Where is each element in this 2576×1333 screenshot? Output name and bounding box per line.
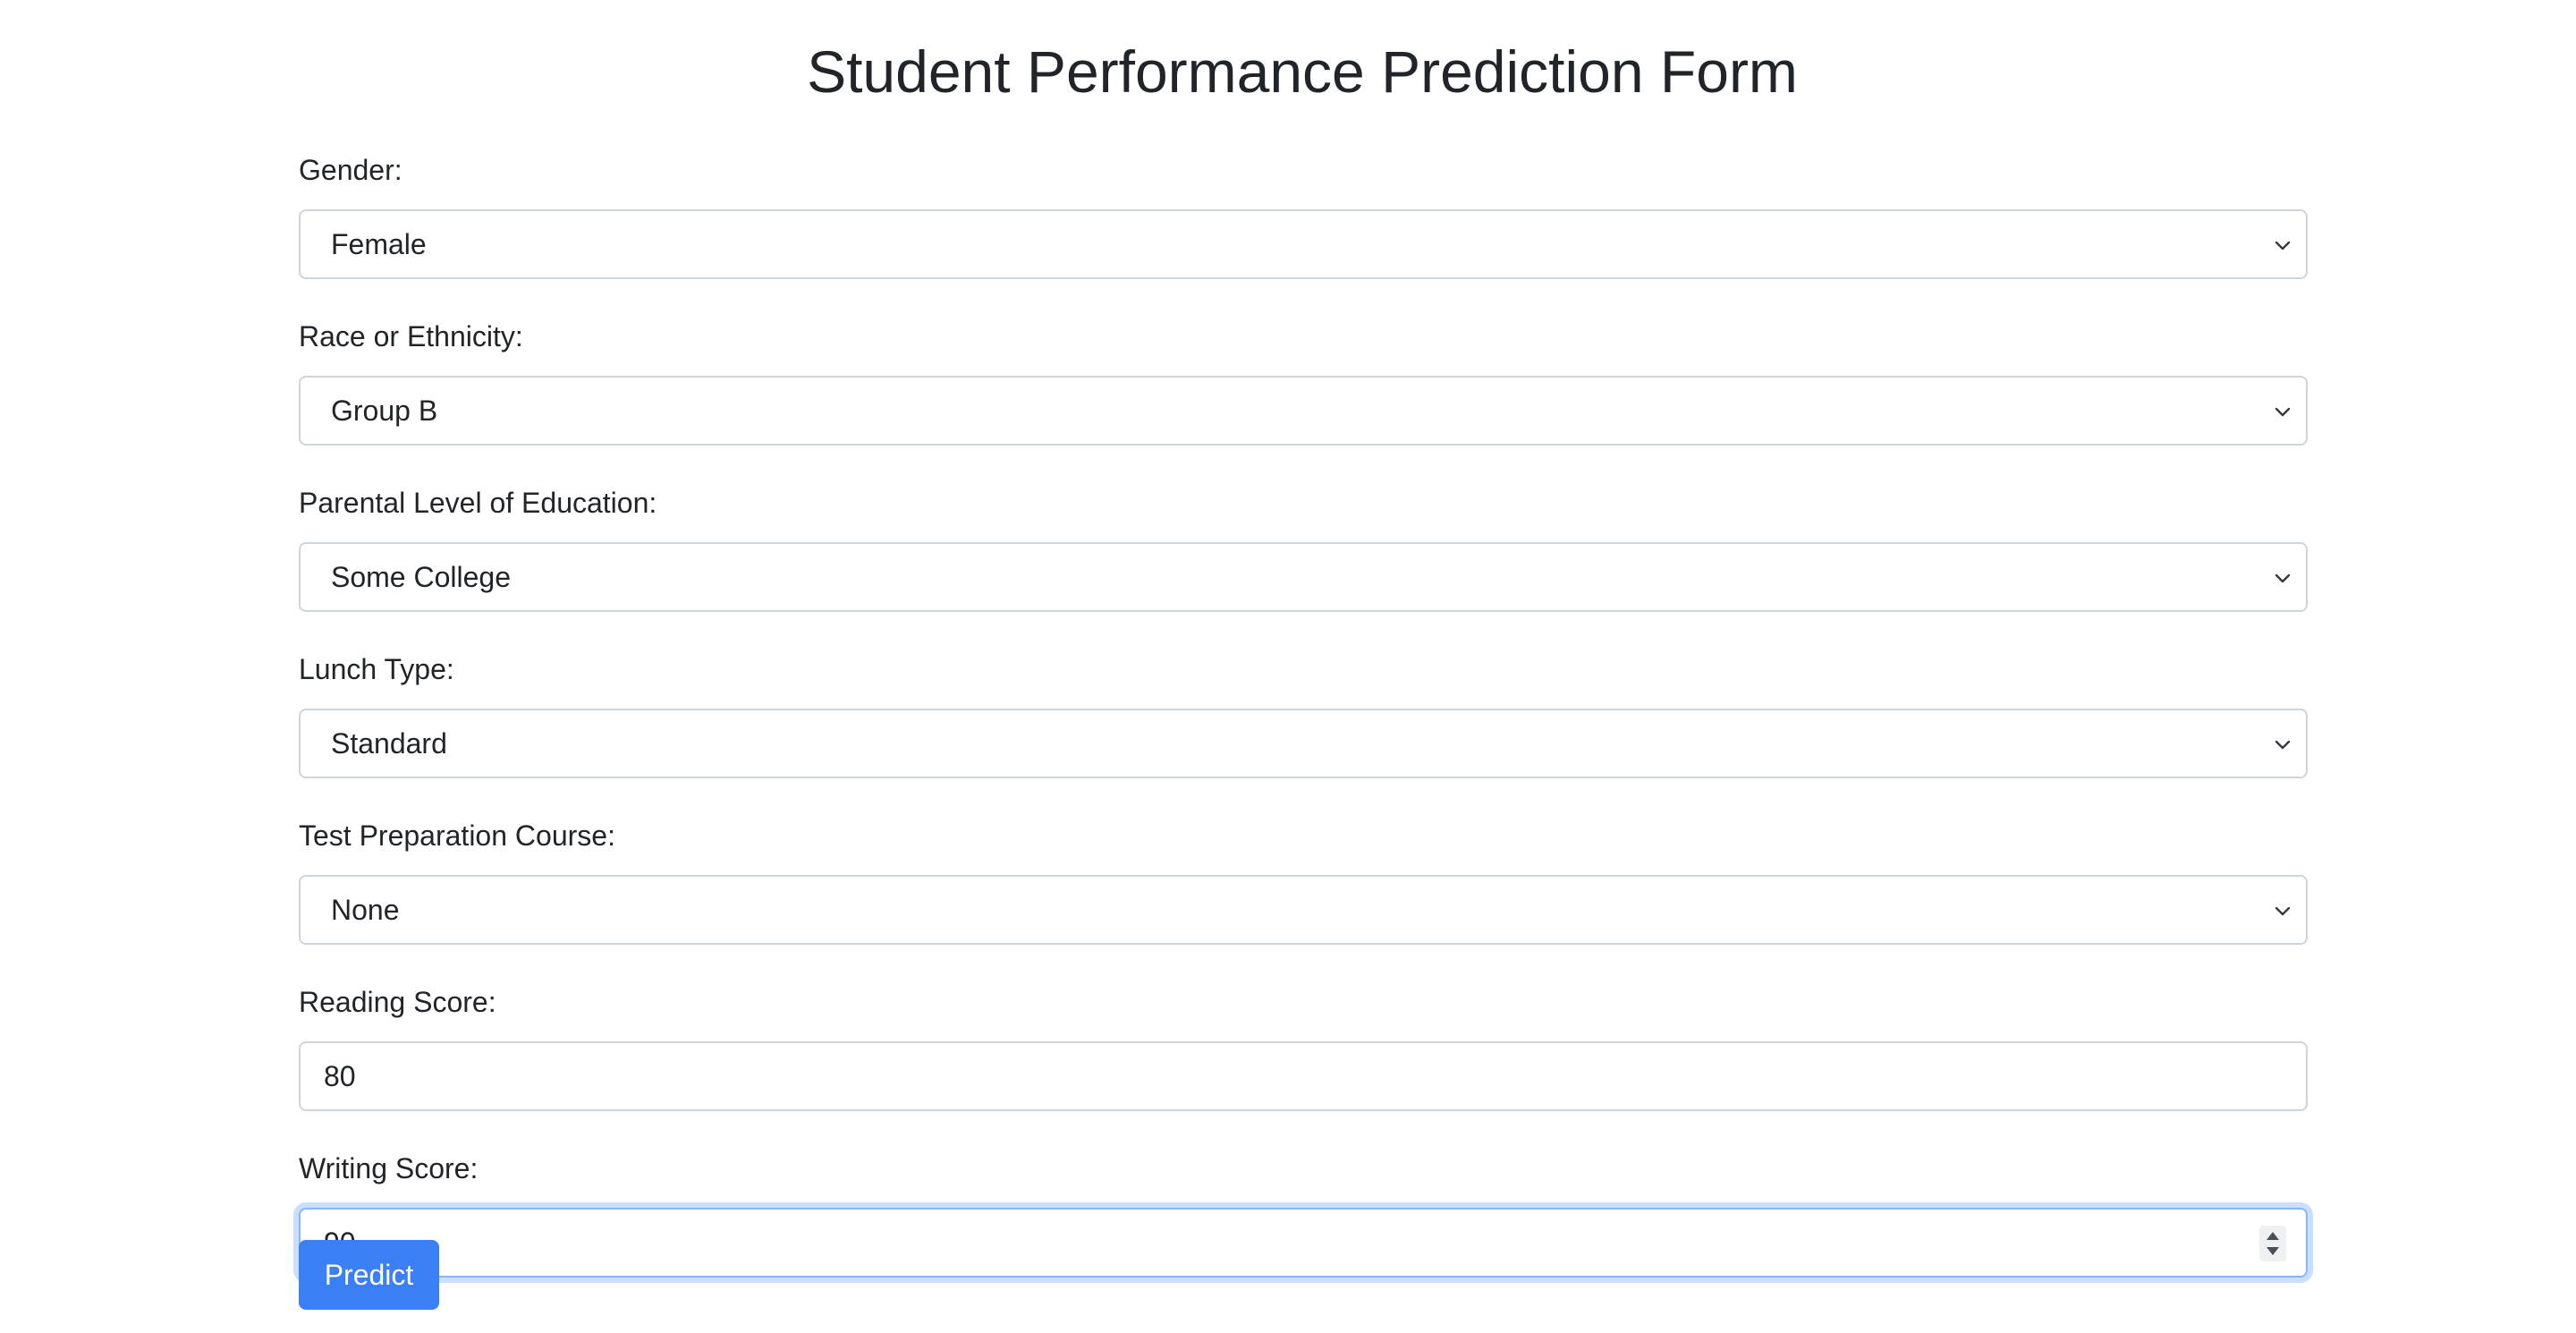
reading-score-value: 80 xyxy=(324,1060,356,1092)
test-prep-select[interactable]: None xyxy=(299,875,2308,945)
chevron-down-icon xyxy=(2275,740,2291,750)
writing-score-label: Writing Score: xyxy=(299,1152,479,1184)
writing-score-input[interactable]: 90 xyxy=(299,1208,2308,1278)
race-ethnicity-selected-value: Group B xyxy=(331,395,438,427)
lunch-type-select[interactable]: Standard xyxy=(299,709,2308,778)
chevron-down-icon xyxy=(2275,573,2291,583)
parental-education-label: Parental Level of Education: xyxy=(299,487,657,519)
chevron-down-icon xyxy=(2275,906,2291,916)
test-prep-selected-value: None xyxy=(331,894,400,926)
parental-education-field: Parental Level of Education: Some Colleg… xyxy=(299,481,2308,612)
lunch-type-field: Lunch Type: Standard xyxy=(299,648,2308,778)
chevron-down-icon xyxy=(2275,407,2291,417)
race-ethnicity-label: Race or Ethnicity: xyxy=(299,320,523,352)
spinner-down-icon[interactable] xyxy=(2267,1247,2279,1255)
lunch-type-label: Lunch Type: xyxy=(299,653,454,685)
gender-field: Gender: Female xyxy=(299,149,2308,279)
gender-selected-value: Female xyxy=(331,228,427,260)
writing-score-field: Writing Score: 90 xyxy=(299,1147,2308,1278)
reading-score-label: Reading Score: xyxy=(299,986,496,1018)
race-ethnicity-field: Race or Ethnicity: Group B xyxy=(299,315,2308,446)
reading-score-input[interactable]: 80 xyxy=(299,1041,2308,1111)
prediction-form: Gender: Female Race or Ethnicity: Group … xyxy=(299,149,2308,1278)
chevron-down-icon xyxy=(2275,241,2291,250)
test-prep-label: Test Preparation Course: xyxy=(299,819,615,852)
page-title: Student Performance Prediction Form xyxy=(807,38,1798,105)
gender-select[interactable]: Female xyxy=(299,209,2308,279)
race-ethnicity-select[interactable]: Group B xyxy=(299,376,2308,446)
lunch-type-selected-value: Standard xyxy=(331,727,447,760)
reading-score-field: Reading Score: 80 xyxy=(299,981,2308,1111)
parental-education-selected-value: Some College xyxy=(331,561,511,593)
parental-education-select[interactable]: Some College xyxy=(299,542,2308,612)
spinner-up-icon[interactable] xyxy=(2267,1232,2279,1240)
predict-button[interactable]: Predict xyxy=(299,1240,439,1310)
gender-label: Gender: xyxy=(299,154,402,186)
test-prep-field: Test Preparation Course: None xyxy=(299,814,2308,945)
number-spinner[interactable] xyxy=(2259,1226,2286,1261)
